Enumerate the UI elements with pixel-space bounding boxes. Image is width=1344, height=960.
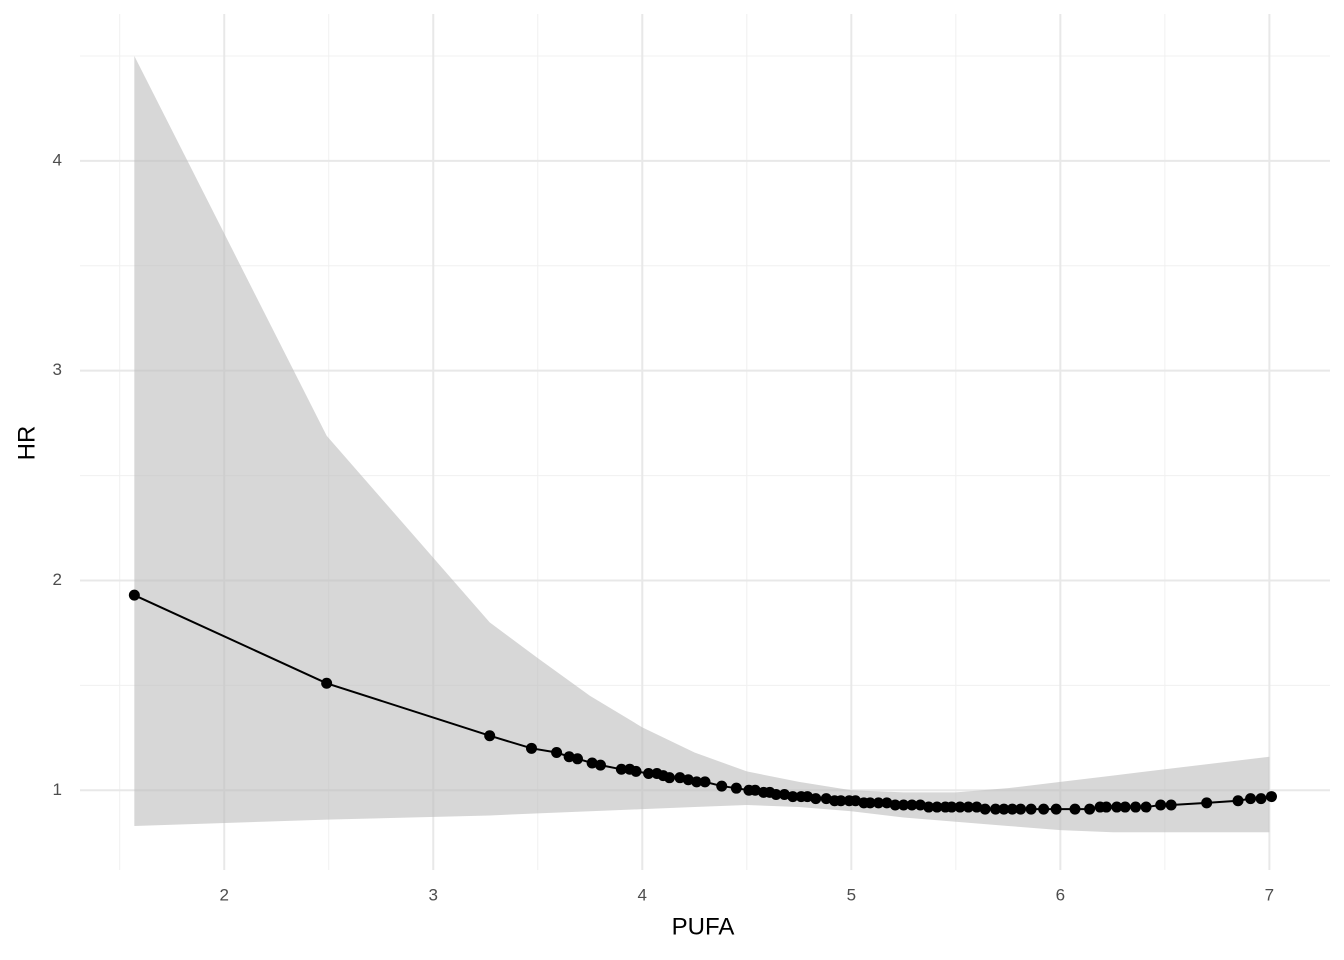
- point: [563, 751, 575, 763]
- x-axis-title: PUFA: [672, 913, 735, 940]
- point: [571, 753, 583, 765]
- point: [850, 795, 862, 807]
- point: [730, 782, 742, 794]
- point: [1245, 793, 1257, 805]
- x-tick-label: 5: [847, 885, 856, 904]
- point: [1119, 801, 1131, 813]
- point: [484, 730, 496, 742]
- point: [820, 793, 832, 805]
- x-tick-label: 4: [638, 885, 647, 904]
- point: [1038, 803, 1050, 815]
- point: [998, 803, 1010, 815]
- point: [551, 747, 563, 759]
- y-tick-label: 1: [53, 780, 62, 799]
- point: [864, 797, 876, 809]
- confidence-band: [134, 55, 1270, 833]
- y-tick-label: 3: [53, 360, 62, 379]
- point: [979, 803, 991, 815]
- point: [881, 797, 893, 809]
- x-tick-label: 6: [1056, 885, 1065, 904]
- point: [898, 799, 910, 811]
- point: [787, 791, 799, 803]
- point: [1025, 803, 1037, 815]
- point: [1069, 803, 1081, 815]
- point: [906, 799, 918, 811]
- y-tick-label: 2: [53, 570, 62, 589]
- point: [594, 759, 606, 771]
- point: [1050, 803, 1062, 815]
- point: [1165, 799, 1177, 811]
- point: [1015, 803, 1027, 815]
- point: [691, 776, 703, 788]
- point: [954, 801, 966, 813]
- y-tick-label: 4: [53, 150, 62, 169]
- point: [615, 763, 627, 775]
- point: [872, 797, 884, 809]
- point: [663, 772, 675, 784]
- point: [1265, 791, 1277, 803]
- point: [321, 677, 333, 689]
- x-tick-label: 2: [219, 885, 228, 904]
- point: [962, 801, 974, 813]
- point: [586, 757, 598, 769]
- point: [1130, 801, 1142, 813]
- point: [1140, 801, 1152, 813]
- point: [889, 799, 901, 811]
- point: [923, 801, 935, 813]
- point: [1201, 797, 1213, 809]
- point: [778, 788, 790, 800]
- point: [946, 801, 958, 813]
- point: [716, 780, 728, 792]
- point: [770, 788, 782, 800]
- point: [1155, 799, 1167, 811]
- point: [1100, 801, 1112, 813]
- point: [801, 791, 813, 803]
- point: [674, 772, 686, 784]
- point: [1084, 803, 1096, 815]
- point: [1111, 801, 1123, 813]
- point: [931, 801, 943, 813]
- point: [643, 767, 655, 779]
- point: [835, 795, 847, 807]
- point: [749, 784, 761, 796]
- point: [810, 793, 822, 805]
- y-axis-title: HR: [13, 426, 40, 461]
- point: [630, 765, 642, 777]
- x-tick-label: 7: [1265, 885, 1274, 904]
- point: [699, 776, 711, 788]
- point: [914, 799, 926, 811]
- point: [990, 803, 1002, 815]
- point: [682, 774, 694, 786]
- point: [1006, 803, 1018, 815]
- x-tick-label: 3: [429, 885, 438, 904]
- point: [1232, 795, 1244, 807]
- point: [971, 801, 983, 813]
- point: [1255, 793, 1267, 805]
- point: [526, 742, 538, 754]
- point: [128, 589, 140, 601]
